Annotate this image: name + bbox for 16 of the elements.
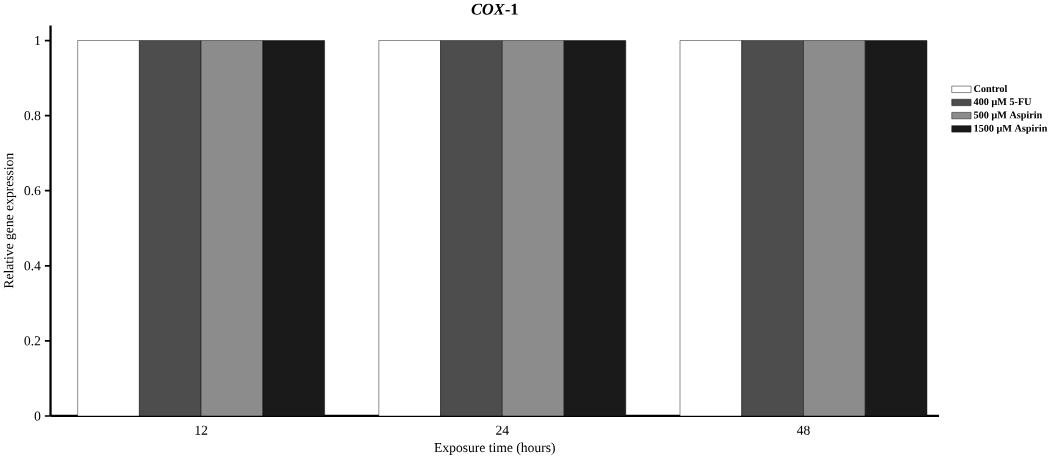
legend-label: 500 µM Aspirin [973, 111, 1043, 121]
y-tick-label: 0 [34, 411, 41, 421]
x-tick-label: 12 [195, 425, 208, 435]
y-tick-label: 0.6 [24, 186, 41, 196]
y-tick-label: 0.4 [24, 261, 41, 271]
y-axis-title: Relative gene expression [3, 153, 17, 289]
y-tick-label: 1 [35, 36, 41, 46]
legend-label: Control [974, 85, 1008, 93]
x-axis-title: Exposure time (hours) [434, 442, 555, 456]
y-tick-label: 0.2 [24, 336, 41, 346]
chart-title: COX-1 [471, 3, 518, 15]
x-tick-label: 48 [796, 425, 810, 435]
y-tick-label: 0.8 [24, 111, 41, 121]
legend-label: 1500 µM Aspirin [974, 124, 1048, 134]
legend-label: 400 µM 5-FU [973, 98, 1032, 108]
x-tick-label: 24 [496, 425, 509, 435]
